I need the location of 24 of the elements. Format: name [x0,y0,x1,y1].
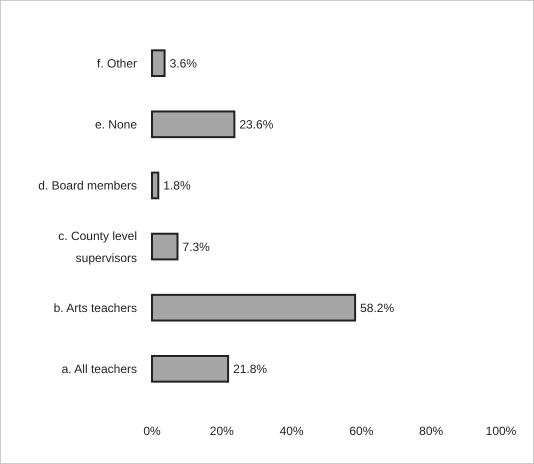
data-label: 7.3% [182,240,210,254]
y-tick-label: f. Other [96,56,137,70]
x-tick-label: 0% [143,424,161,438]
y-tick-label: b. Arts teachers [54,300,137,315]
bar [151,294,356,322]
bar [151,110,236,138]
x-tick-label: 100% [486,424,517,438]
y-tick-label: c. County level supervisors [58,228,137,265]
bar [151,354,230,383]
bar [151,172,160,200]
x-tick-label: 80% [419,424,444,438]
x-tick-label: 40% [280,424,304,438]
y-tick-label: a. All teachers [62,362,137,376]
data-label: 23.6% [239,118,274,132]
y-tick-label: e. None [94,118,138,132]
data-label: 3.6% [170,56,198,70]
y-tick-label: d. Board members [38,178,137,193]
data-label: 21.8% [233,362,268,376]
data-label: 58.2% [360,300,394,315]
bar [151,49,166,78]
x-tick-label: 20% [210,424,234,438]
bar [151,232,178,260]
x-tick-label: 60% [349,424,374,438]
data-label: 1.8% [163,178,191,193]
